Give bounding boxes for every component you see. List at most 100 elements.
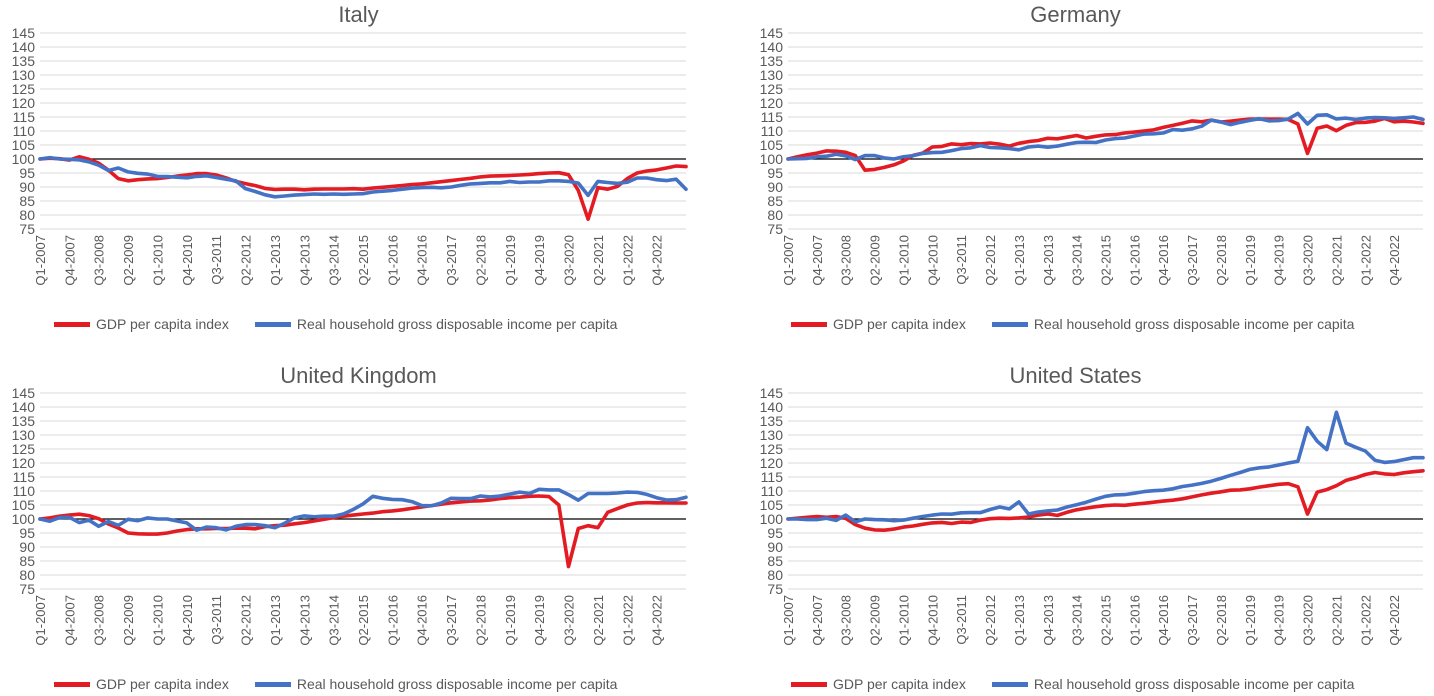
y-tick-label: 105 xyxy=(760,137,784,153)
x-tick-label: Q1-2022 xyxy=(620,235,635,286)
series-line-income xyxy=(38,487,688,532)
x-tick-label: Q1-2007 xyxy=(781,235,796,286)
x-tick-label: Q1-2010 xyxy=(150,235,165,286)
x-tick-label: Q2-2021 xyxy=(1329,595,1344,646)
y-tick-label: 130 xyxy=(760,427,784,443)
chart-legend: GDP per capita index Real household gros… xyxy=(54,676,643,692)
y-tick-label: 140 xyxy=(760,399,784,415)
y-tick-label: 90 xyxy=(767,179,783,195)
x-tick-label: Q3-2014 xyxy=(1070,595,1085,646)
x-tick-label: Q1-2007 xyxy=(781,595,796,646)
y-tick-label: 85 xyxy=(767,193,783,209)
legend-item-gdp: GDP per capita index xyxy=(791,316,966,332)
y-tick-label: 85 xyxy=(767,553,783,569)
series-line-gdp xyxy=(38,494,688,569)
x-tick-label: Q3-2017 xyxy=(1185,595,1200,646)
y-tick-label: 85 xyxy=(19,553,35,569)
legend-label-gdp: GDP per capita index xyxy=(96,676,229,692)
line-chart-united-kingdom: 7580859095100105110115120125130135140145… xyxy=(12,385,688,646)
y-tick-label: 100 xyxy=(12,511,36,527)
y-tick-label: 145 xyxy=(12,385,36,401)
legend-label-gdp: GDP per capita index xyxy=(833,676,966,692)
x-tick-label: Q4-2019 xyxy=(532,235,547,286)
x-tick-label: Q3-2011 xyxy=(954,595,969,645)
legend-label-income: Real household gross disposable income p… xyxy=(1033,676,1355,692)
legend-swatch-gdp xyxy=(791,321,827,327)
x-tick-label: Q1-2007 xyxy=(33,235,48,286)
x-tick-label: Q2-2009 xyxy=(121,235,136,286)
y-tick-label: 105 xyxy=(12,137,36,153)
y-tick-label: 110 xyxy=(761,123,784,139)
y-tick-label: 115 xyxy=(761,109,784,125)
x-tick-label: Q4-2016 xyxy=(1156,595,1171,646)
x-tick-label: Q4-2010 xyxy=(180,235,195,286)
y-tick-label: 115 xyxy=(13,109,36,125)
y-tick-label: 140 xyxy=(12,39,36,55)
y-tick-label: 140 xyxy=(760,39,784,55)
x-tick-label: Q2-2012 xyxy=(239,235,254,286)
x-tick-label: Q3-2008 xyxy=(92,235,107,286)
y-tick-label: 130 xyxy=(760,67,784,83)
x-tick-label: Q4-2007 xyxy=(62,595,77,646)
x-tick-label: Q4-2010 xyxy=(925,595,940,646)
x-tick-label: Q4-2013 xyxy=(1041,595,1056,646)
x-tick-label: Q4-2022 xyxy=(1387,595,1402,646)
chart-panel-united-states: United States 75 80 85 90 95 100 105 110 115 120 1… xyxy=(717,360,1434,696)
x-tick-label: Q3-2020 xyxy=(562,595,577,646)
x-tick-label: Q2-2015 xyxy=(356,235,371,286)
x-tick-label: Q1-2019 xyxy=(1243,595,1258,646)
x-tick-label: Q1-2022 xyxy=(1358,595,1373,646)
x-tick-label: Q1-2019 xyxy=(503,595,518,646)
x-tick-label: Q2-2012 xyxy=(983,235,998,286)
x-tick-label: Q2-2018 xyxy=(1214,235,1229,286)
series-line-income xyxy=(786,410,1425,524)
legend-item-gdp: GDP per capita index xyxy=(791,676,966,692)
y-tick-label: 75 xyxy=(19,221,35,237)
y-tick-label: 135 xyxy=(12,53,36,69)
chart-panel-italy: Italy 75 80 85 90 95 100 105 110 115 120 125 130 135… xyxy=(0,0,717,348)
y-tick-label: 95 xyxy=(19,165,35,181)
legend-item-income: Real household gross disposable income p… xyxy=(254,316,617,332)
x-tick-label: Q3-2008 xyxy=(839,235,854,286)
line-chart-united-states: 7580859095100105110115120125130135140145… xyxy=(760,385,1425,646)
x-tick-label: Q2-2009 xyxy=(121,595,136,646)
x-tick-label: Q4-2007 xyxy=(810,235,825,286)
y-tick-label: 80 xyxy=(767,207,783,223)
x-tick-label: Q4-2022 xyxy=(650,235,665,286)
line-chart-italy: 7580859095100105110115120125130135140145… xyxy=(12,25,688,286)
x-tick-label: Q4-2013 xyxy=(1041,235,1056,286)
x-tick-label: Q3-2017 xyxy=(444,235,459,286)
y-tick-label: 110 xyxy=(761,483,784,499)
x-tick-label: Q1-2010 xyxy=(896,235,911,286)
chart-title: Italy xyxy=(338,2,379,27)
y-tick-label: 95 xyxy=(767,525,783,541)
legend-label-gdp: GDP per capita index xyxy=(833,316,966,332)
x-tick-label: Q1-2016 xyxy=(1127,595,1142,646)
y-tick-label: 120 xyxy=(12,95,36,111)
x-tick-label: Q3-2020 xyxy=(562,235,577,286)
x-tick-label: Q1-2019 xyxy=(1243,235,1258,286)
chart-panel-germany: Germany 75 80 85 90 95 100 105 110 115 120 125 130 1… xyxy=(717,0,1434,348)
x-tick-label: Q4-2007 xyxy=(810,595,825,646)
x-tick-label: Q2-2021 xyxy=(591,595,606,646)
x-tick-label: Q2-2018 xyxy=(1214,595,1229,646)
x-tick-label: Q2-2018 xyxy=(473,235,488,286)
x-tick-label: Q3-2017 xyxy=(444,595,459,646)
chart-panel-united-kingdom: United Kingdom 75 80 85 90 95 100 105 110 115 120… xyxy=(0,360,717,696)
y-tick-label: 125 xyxy=(12,441,36,457)
x-tick-label: Q1-2007 xyxy=(33,595,48,646)
series-line-gdp xyxy=(38,155,688,221)
legend-item-gdp: GDP per capita index xyxy=(54,316,229,332)
y-tick-label: 125 xyxy=(760,441,784,457)
chart-title: United States xyxy=(1009,363,1142,388)
x-tick-label: Q4-2010 xyxy=(180,595,195,646)
legend-item-gdp: GDP per capita index xyxy=(54,676,229,692)
x-tick-label: Q1-2013 xyxy=(1012,595,1027,646)
x-tick-label: Q2-2015 xyxy=(356,595,371,646)
x-tick-label: Q4-2016 xyxy=(415,595,430,646)
y-tick-label: 130 xyxy=(12,427,36,443)
y-tick-label: 105 xyxy=(12,497,36,513)
x-tick-label: Q3-2020 xyxy=(1301,235,1316,286)
x-tick-label: Q3-2011 xyxy=(209,235,224,285)
